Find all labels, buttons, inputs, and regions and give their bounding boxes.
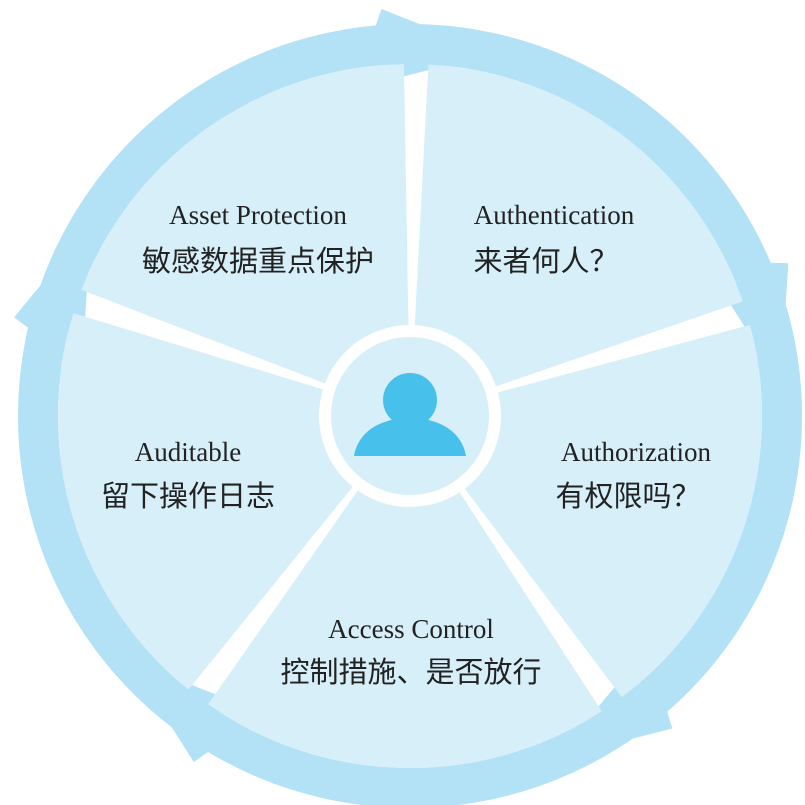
cycle-arrow-auditable xyxy=(14,224,194,730)
authorization-title: Authorization xyxy=(561,437,711,467)
asset-protection-subtitle: 敏感数据重点保护 xyxy=(142,244,374,278)
cycle-arrows xyxy=(14,9,802,805)
access-control-subtitle: 控制措施、是否放行 xyxy=(280,655,541,689)
wedge-asset-protection xyxy=(81,64,411,416)
access-control-title: Access Control xyxy=(328,614,494,644)
cycle-arrow-access-control xyxy=(129,660,635,805)
wedge-authentication xyxy=(410,64,743,416)
asset-protection-title: Asset Protection xyxy=(169,200,347,230)
cycle-arrow-authorization xyxy=(555,301,802,759)
authorization-subtitle: 有权限吗？ xyxy=(555,479,700,513)
auditable-title: Auditable xyxy=(135,437,241,467)
authentication-subtitle: 来者何人？ xyxy=(473,244,618,278)
person-icon xyxy=(354,373,466,456)
wedge-access-control xyxy=(208,416,602,768)
authentication-title: Authentication xyxy=(474,200,635,230)
auditable-subtitle: 留下操作日志 xyxy=(101,479,275,513)
cycle-arrow-asset-protection xyxy=(39,9,494,296)
